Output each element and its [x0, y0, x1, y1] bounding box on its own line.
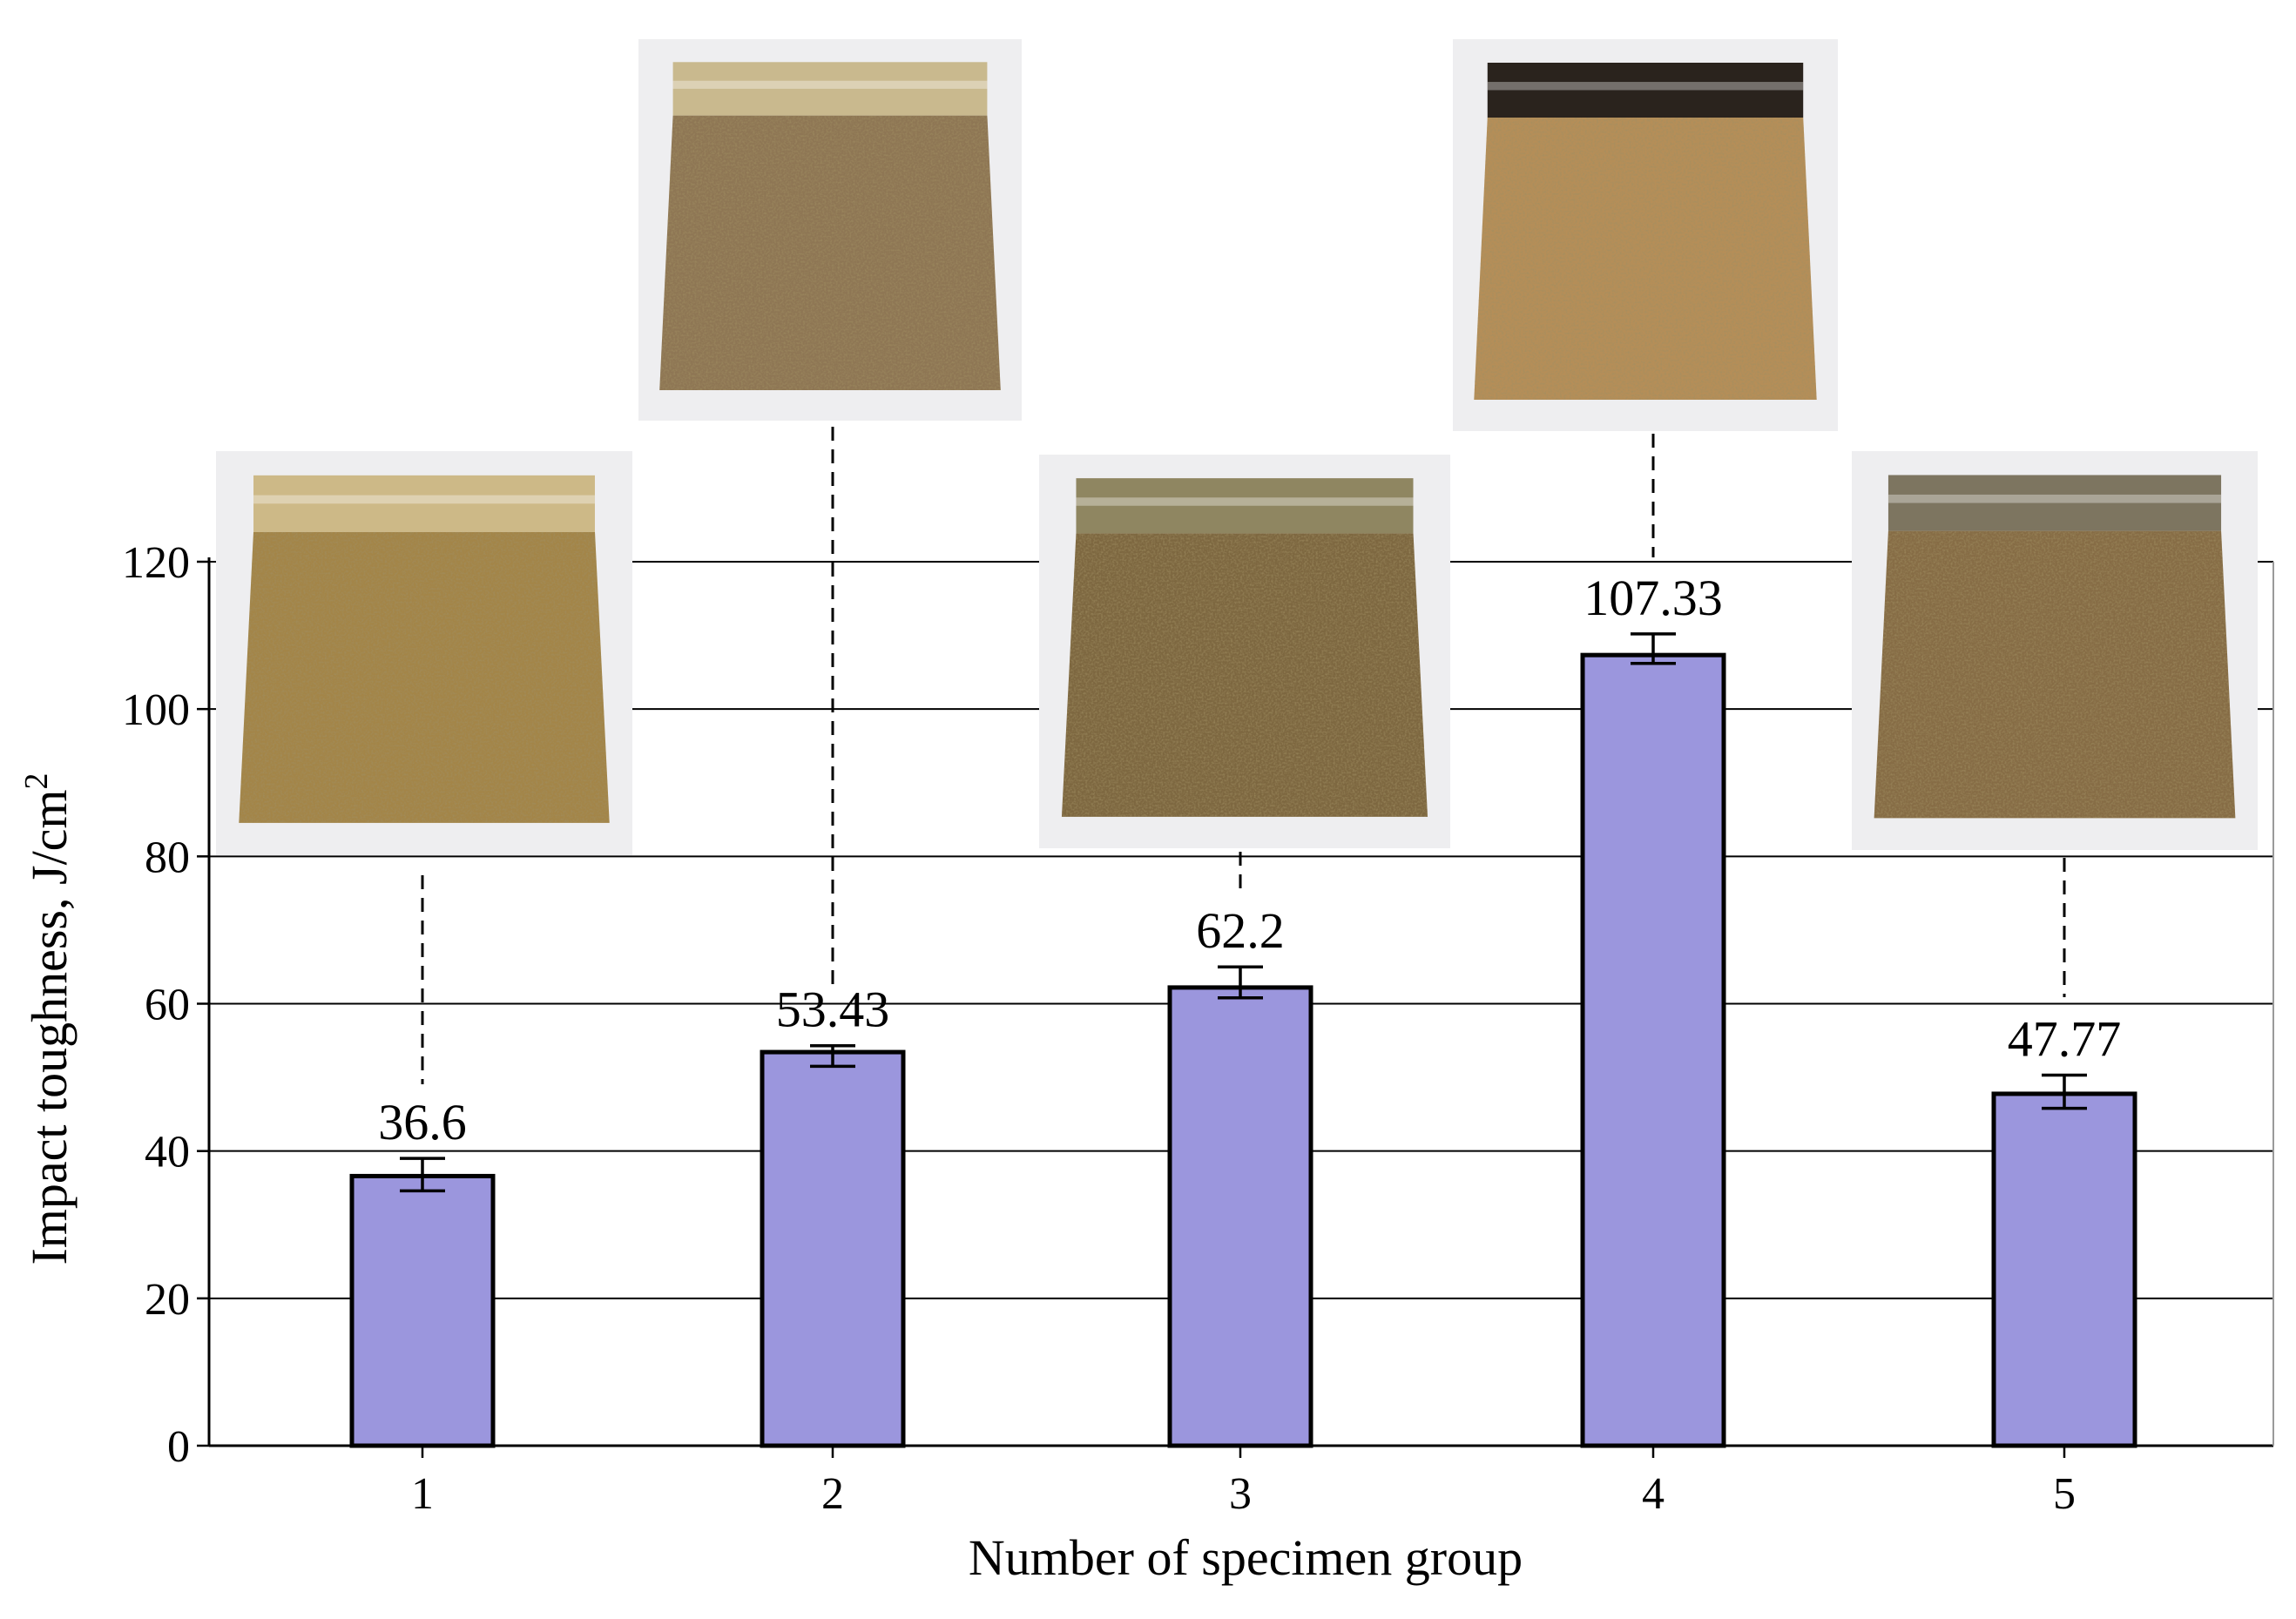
- x-tick-label: 1: [411, 1469, 434, 1519]
- y-axis-title-text: Impact toughness, J/cm: [21, 789, 78, 1265]
- bar: [760, 1049, 906, 1448]
- bar: [349, 1173, 496, 1448]
- specimen-photo: [1453, 39, 1838, 431]
- x-tick-label: 5: [2053, 1469, 2076, 1519]
- y-tick-label: 20: [145, 1275, 190, 1325]
- specimen-photo: [638, 39, 1022, 421]
- y-tick-label: 120: [122, 538, 190, 588]
- specimen-photos: [216, 39, 2258, 855]
- x-tick-labels: 1 2 3 4 5: [411, 1469, 2076, 1519]
- x-tick-label: 3: [1229, 1469, 1252, 1519]
- error-bar: [400, 1157, 445, 1193]
- specimen-photo: [1039, 455, 1450, 848]
- data-label: 47.77: [2008, 1011, 2122, 1068]
- y-tick-label: 0: [167, 1422, 190, 1472]
- y-axis-title-superscript: 2: [18, 772, 55, 789]
- data-label: 107.33: [1584, 570, 1723, 626]
- x-tick-label: 2: [821, 1469, 844, 1519]
- error-bar: [810, 1043, 855, 1069]
- x-axis-title: Number of specimen group: [969, 1529, 1523, 1586]
- photo-leader-lines: [421, 427, 2066, 1084]
- specimen-photo: [1852, 451, 2258, 850]
- y-tick-label: 40: [145, 1128, 190, 1177]
- y-tick-labels: 0 20 40 60 80 100 120: [122, 538, 190, 1472]
- error-bar: [1631, 632, 1676, 665]
- error-bar: [1218, 965, 1263, 1000]
- y-tick-label: 60: [145, 981, 190, 1030]
- x-tick-label: 4: [1642, 1469, 1665, 1519]
- axes: [197, 557, 2274, 1458]
- error-bar: [2042, 1073, 2087, 1110]
- bar: [1167, 985, 1313, 1448]
- data-label: 36.6: [378, 1094, 467, 1150]
- y-tick-label: 80: [145, 833, 190, 882]
- y-axis-title: Impact toughness, J/cm2: [18, 772, 78, 1265]
- data-label: 62.2: [1196, 902, 1285, 959]
- data-labels: 36.6 53.43 62.2 107.33 47.77: [378, 570, 2121, 1150]
- bar: [1991, 1091, 2137, 1448]
- bar: [1580, 652, 1726, 1448]
- data-label: 53.43: [776, 982, 890, 1038]
- y-tick-label: 100: [122, 685, 190, 735]
- error-bars: [400, 632, 2087, 1193]
- specimen-photo: [216, 451, 632, 855]
